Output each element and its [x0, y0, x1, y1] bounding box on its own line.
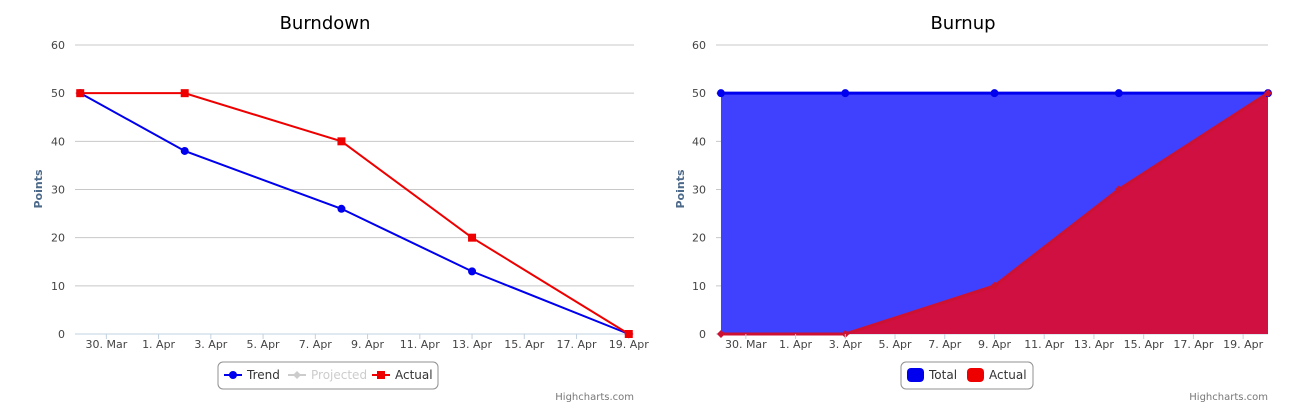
legend-item-total[interactable]: Total: [907, 368, 957, 382]
burnup-x-ticks: 30. Mar 1. Apr 3. Apr 5. Apr 7. Apr 9. Apr 11.…: [725, 334, 1264, 351]
burndown-trend-point[interactable]: [468, 267, 477, 276]
burnup-y-ticks: 0 10 20 30 40 50 60: [692, 39, 706, 341]
burnup-y-tick-label: 10: [692, 280, 706, 293]
legend-actual-label: Actual: [395, 368, 433, 382]
burndown-x-tick-label: 30. Mar: [85, 338, 127, 351]
burndown-x-tick-label: 17. Apr: [557, 338, 597, 351]
burndown-x-tick-label: 9. Apr: [351, 338, 384, 351]
burndown-trend-point[interactable]: [337, 204, 346, 213]
burnup-series: [716, 89, 1272, 338]
burnup-x-tick-label: 3. Apr: [829, 338, 862, 351]
burnup-total-point[interactable]: [841, 89, 850, 98]
burnup-y-tick-label: 50: [692, 87, 706, 100]
burnup-y-tick-label: 0: [699, 328, 706, 341]
burnup-x-tick-label: 11. Apr: [1024, 338, 1064, 351]
burndown-y-tick-label: 20: [51, 232, 65, 245]
burnup-actual-point[interactable]: [990, 281, 999, 290]
burndown-actual-line: [80, 92, 630, 335]
burndown-x-tick-label: 3. Apr: [194, 338, 227, 351]
burnup-total-point[interactable]: [990, 89, 999, 98]
burndown-y-ticks: 0 10 20 30 40 50 60: [51, 39, 65, 341]
legend-item-trend[interactable]: Trend: [224, 368, 280, 382]
burndown-y-tick-label: 40: [51, 135, 65, 148]
legend-projected-marker: [293, 371, 301, 379]
burnup-x-tick-label: 15. Apr: [1124, 338, 1164, 351]
burnup-actual-point[interactable]: [716, 330, 725, 338]
legend-total-label: Total: [928, 368, 957, 382]
burnup-actual-point[interactable]: [1114, 185, 1123, 194]
burndown-trend-line: [79, 92, 630, 335]
burndown-y-tick-label: 60: [51, 39, 65, 52]
burnup-x-tick-label: 9. Apr: [978, 338, 1011, 351]
burndown-y-tick-label: 50: [51, 87, 65, 100]
burndown-y-tick-label: 10: [51, 280, 65, 293]
burndown-y-tick-label: 0: [58, 328, 65, 341]
legend-actual-marker: [377, 371, 385, 379]
burndown-chart: Burndown 0 10 20 30 40 50 60 30. Mar 1. Apr 3. A…: [32, 13, 649, 403]
legend-actual-label: Actual: [989, 368, 1027, 382]
burndown-y-axis-label: Points: [32, 169, 45, 208]
burnup-x-tick-label: 1. Apr: [779, 338, 812, 351]
burndown-actual-point[interactable]: [468, 233, 477, 242]
burnup-credit[interactable]: Highcharts.com: [1189, 392, 1268, 403]
burndown-actual-point[interactable]: [624, 330, 633, 338]
legend-actual-swatch: [967, 368, 984, 382]
burndown-x-tick-label: 19. Apr: [609, 338, 649, 351]
burnup-actual-point[interactable]: [1264, 89, 1272, 98]
burnup-x-tick-label: 5. Apr: [879, 338, 912, 351]
burnup-actual-area: [720, 93, 1268, 335]
burndown-actual-point[interactable]: [180, 89, 189, 98]
burnup-total-point[interactable]: [1114, 89, 1123, 98]
legend-trend-label: Trend: [246, 368, 280, 382]
legend-total-swatch: [907, 368, 924, 382]
burndown-x-tick-label: 13. Apr: [452, 338, 492, 351]
burndown-actual-point[interactable]: [76, 89, 85, 98]
burnup-legend[interactable]: Total Actual: [900, 361, 1034, 390]
burndown-x-tick-label: 1. Apr: [142, 338, 175, 351]
burndown-x-tick-label: 5. Apr: [247, 338, 280, 351]
burndown-y-tick-label: 30: [51, 184, 65, 197]
burndown-x-tick-label: 15. Apr: [504, 338, 544, 351]
burnup-y-tick-label: 20: [692, 232, 706, 245]
burndown-actual-point[interactable]: [337, 137, 346, 146]
legend-projected-label: Projected: [311, 368, 367, 382]
burnup-y-axis-label: Points: [674, 169, 687, 208]
burnup-x-tick-label: 7. Apr: [928, 338, 961, 351]
legend-trend-marker: [229, 371, 237, 379]
burndown-x-tick-label: 11. Apr: [400, 338, 440, 351]
legend-item-actual[interactable]: Actual: [372, 368, 433, 382]
burnup-x-tick-label: 17. Apr: [1173, 338, 1213, 351]
burndown-gridlines: [75, 44, 634, 335]
burndown-series: [76, 89, 633, 338]
burndown-credit[interactable]: Highcharts.com: [555, 392, 634, 403]
legend-item-actual[interactable]: Actual: [967, 368, 1027, 382]
burnup-x-tick-label: 19. Apr: [1223, 338, 1263, 351]
legend-item-projected[interactable]: Projected: [288, 368, 367, 382]
burndown-title: Burndown: [280, 13, 371, 34]
burnup-chart: Burnup 0 10 20 30 40 50 60 30. Mar 1. Apr 3. Apr…: [674, 13, 1272, 403]
burnup-x-tick-label: 30. Mar: [725, 338, 767, 351]
burndown-x-ticks: 30. Mar 1. Apr 3. Apr 5. Apr 7. Apr 9. Apr 11.…: [85, 334, 649, 351]
burnup-y-tick-label: 40: [692, 135, 706, 148]
burnup-x-tick-label: 13. Apr: [1074, 338, 1114, 351]
burnup-y-tick-label: 30: [692, 184, 706, 197]
burndown-x-tick-label: 7. Apr: [299, 338, 332, 351]
burndown-trend-point[interactable]: [180, 146, 189, 155]
burnup-total-point[interactable]: [716, 89, 725, 98]
burndown-legend[interactable]: Trend Projected Actual: [217, 361, 439, 390]
burnup-y-tick-label: 60: [692, 39, 706, 52]
burnup-title: Burnup: [930, 13, 995, 34]
